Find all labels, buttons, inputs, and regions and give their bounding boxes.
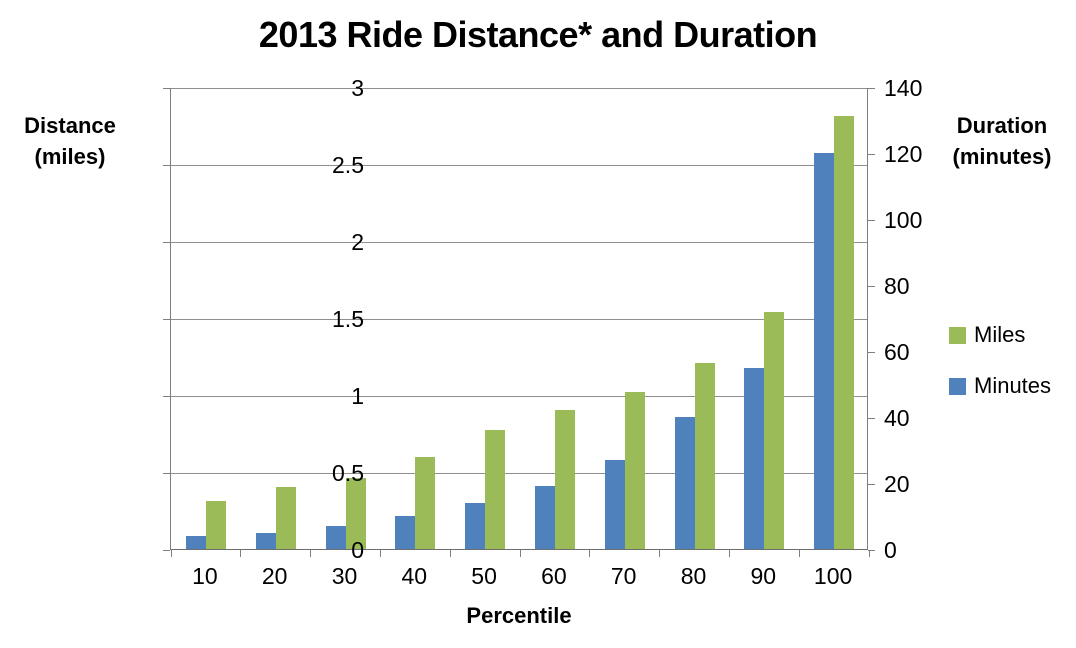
- minutes-legend-swatch: [949, 377, 966, 395]
- x-axis-tick-label: 40: [401, 563, 428, 589]
- bar-minutes-80: [674, 417, 695, 549]
- left-axis-tick-label: 0: [351, 537, 364, 563]
- x-axis-tick-label: 90: [750, 563, 777, 589]
- x-axis-tick: [798, 550, 800, 557]
- x-axis-tick-label: 80: [680, 563, 707, 589]
- x-axis-title: Percentile: [466, 603, 572, 628]
- bar-miles-30: [345, 478, 366, 549]
- x-axis-tick-label: 30: [331, 563, 358, 589]
- right-axis-tick: [868, 219, 875, 221]
- left-axis-tick: [163, 549, 170, 551]
- legend: Miles Minutes: [949, 322, 1051, 424]
- right-axis-tick-label: 140: [884, 75, 923, 101]
- bar-minutes-10: [185, 535, 206, 549]
- right-axis-tick: [868, 87, 875, 89]
- legend-item-minutes: Minutes: [949, 373, 1051, 399]
- x-axis-tick: [519, 550, 521, 557]
- right-axis-title: Duration (minutes): [936, 110, 1068, 172]
- bar-minutes-90: [744, 367, 765, 549]
- right-axis-tick: [868, 417, 875, 419]
- x-axis-tick-label: 100: [813, 563, 853, 589]
- x-axis-tick: [589, 550, 591, 557]
- bar-minutes-70: [604, 459, 625, 549]
- gridline: [171, 241, 867, 243]
- bar-miles-10: [205, 501, 226, 549]
- left-axis-tick-label: 3: [351, 75, 364, 101]
- bar-minutes-40: [395, 516, 416, 549]
- x-axis-tick-label: 70: [610, 563, 637, 589]
- x-axis-tick-label: 10: [192, 563, 218, 589]
- right-axis-title-line1: Duration: [956, 113, 1048, 138]
- bar-miles-50: [485, 430, 506, 549]
- bar-miles-90: [764, 311, 785, 549]
- plot-area: [163, 87, 875, 557]
- bar-minutes-60: [534, 486, 555, 549]
- left-axis-tick: [163, 395, 170, 397]
- left-axis-tick-label: 2.5: [332, 152, 364, 178]
- left-axis-title-line2: (miles): [34, 144, 106, 169]
- right-axis-tick: [868, 549, 875, 551]
- gridline: [171, 318, 867, 320]
- x-axis-tick-label: 60: [541, 563, 567, 589]
- legend-item-miles: Miles: [949, 322, 1051, 348]
- left-axis-tick: [163, 164, 170, 166]
- chart-title: 2013 Ride Distance* and Duration: [258, 14, 818, 55]
- right-axis-tick: [868, 285, 875, 287]
- left-axis-tick-label: 1.5: [332, 306, 364, 332]
- right-axis-tick: [868, 351, 875, 353]
- x-axis-tick: [310, 550, 312, 557]
- bar-minutes-50: [465, 502, 486, 549]
- bar-minutes-100: [814, 153, 835, 549]
- miles-legend-label: Miles: [974, 322, 1026, 347]
- x-axis-tick: [170, 550, 172, 557]
- right-axis-tick-label: 100: [884, 207, 923, 233]
- right-axis-tick-label: 40: [884, 405, 910, 431]
- right-axis-tick-label: 0: [884, 537, 897, 563]
- right-axis-tick-label: 80: [884, 273, 910, 299]
- bar-minutes-30: [325, 525, 346, 549]
- bar-miles-80: [694, 362, 715, 549]
- left-axis-title-line1: Distance: [24, 113, 116, 138]
- left-axis-tick-label: 2: [351, 229, 364, 255]
- x-axis-tick: [659, 550, 661, 557]
- gridline: [171, 164, 867, 166]
- bar-miles-20: [275, 487, 296, 549]
- x-axis-tick: [868, 550, 870, 557]
- x-axis-tick-label: 20: [261, 563, 288, 589]
- left-axis-tick-label: 1: [351, 383, 364, 409]
- gridline: [171, 87, 867, 89]
- left-axis-tick: [163, 241, 170, 243]
- x-axis-tick-label: 50: [471, 563, 497, 589]
- left-axis-tick: [163, 318, 170, 320]
- right-axis-tick: [868, 153, 875, 155]
- left-axis-tick: [163, 87, 170, 89]
- gridline: [171, 395, 867, 397]
- bar-miles-40: [415, 456, 436, 549]
- gridline: [171, 472, 867, 474]
- x-axis-tick: [240, 550, 242, 557]
- left-axis-tick: [163, 472, 170, 474]
- left-axis-title: Distance (miles): [8, 110, 132, 172]
- bar-miles-100: [834, 116, 855, 549]
- right-axis-title-line2: (minutes): [952, 144, 1052, 169]
- bar-miles-60: [554, 410, 575, 549]
- right-axis-tick-label: 120: [884, 141, 923, 167]
- right-axis-tick-label: 60: [884, 339, 910, 365]
- miles-legend-swatch: [949, 326, 966, 344]
- bar-miles-70: [624, 391, 645, 549]
- left-axis-tick-label: 0.5: [332, 460, 364, 486]
- right-axis-tick-label: 20: [884, 471, 910, 497]
- right-axis-tick: [868, 483, 875, 485]
- x-axis-tick: [728, 550, 730, 557]
- bar-minutes-20: [255, 532, 276, 549]
- x-axis-tick: [379, 550, 381, 557]
- minutes-legend-label: Minutes: [974, 373, 1052, 398]
- x-axis-tick: [449, 550, 451, 557]
